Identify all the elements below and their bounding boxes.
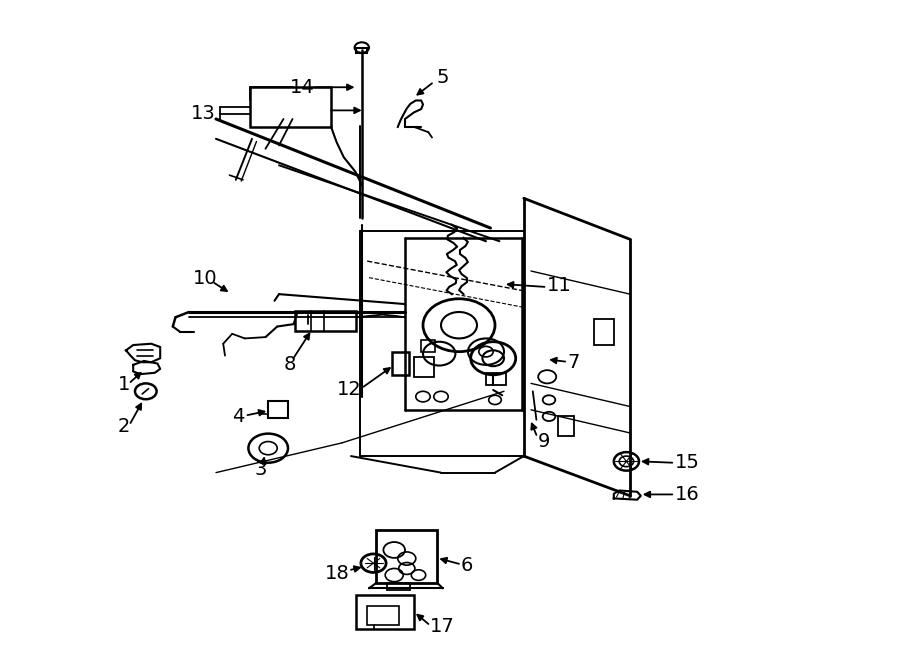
Bar: [295, 311, 356, 330]
Text: 15: 15: [675, 453, 700, 472]
Text: 8: 8: [284, 356, 296, 374]
Bar: [387, 583, 410, 590]
Bar: [486, 373, 506, 385]
Bar: [356, 48, 367, 53]
Text: 18: 18: [324, 564, 349, 583]
Text: 4: 4: [232, 407, 245, 426]
Text: 3: 3: [255, 460, 267, 479]
Text: 7: 7: [567, 353, 580, 371]
Bar: [392, 352, 409, 375]
Text: 17: 17: [430, 617, 454, 636]
Bar: [414, 357, 434, 377]
Bar: [268, 401, 288, 418]
Bar: [594, 319, 614, 345]
Bar: [421, 340, 435, 352]
Text: 11: 11: [547, 276, 572, 295]
Bar: [250, 87, 331, 127]
Bar: [367, 606, 399, 625]
Bar: [356, 595, 414, 629]
Text: 1: 1: [118, 375, 130, 394]
Text: 14: 14: [290, 78, 315, 97]
Text: 9: 9: [538, 432, 551, 451]
Text: 2: 2: [118, 417, 130, 436]
Bar: [376, 530, 437, 583]
Text: 5: 5: [436, 69, 449, 87]
Text: 13: 13: [191, 104, 216, 123]
Text: 6: 6: [461, 556, 473, 574]
Text: 12: 12: [337, 381, 362, 399]
Text: 16: 16: [675, 485, 700, 504]
Bar: [558, 416, 574, 436]
Text: 10: 10: [193, 270, 218, 288]
